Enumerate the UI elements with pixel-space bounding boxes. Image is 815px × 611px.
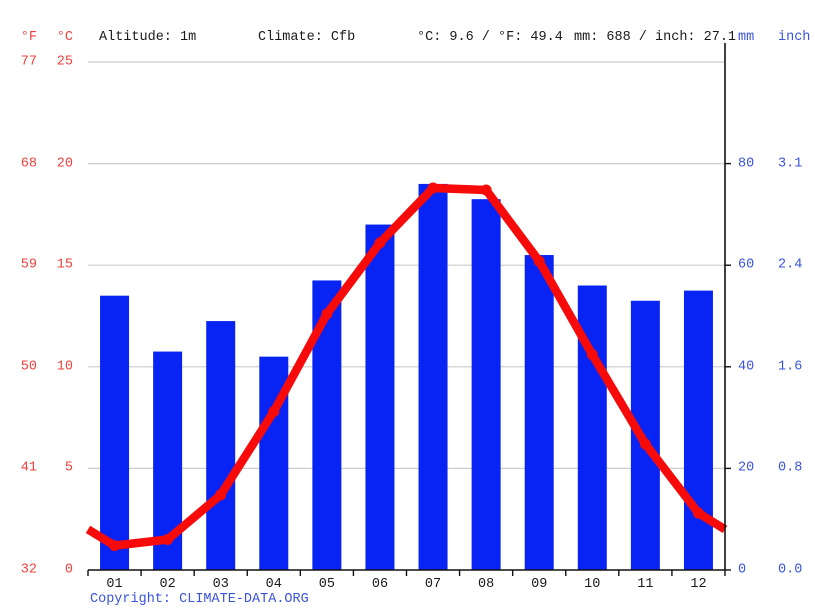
precipitation-bar-01 (100, 295, 130, 570)
precipitation-bar-07 (418, 183, 448, 571)
celsius-tick-label: 5 (64, 460, 73, 476)
temperature-point-11 (639, 438, 651, 450)
precipitation-bar-09 (524, 255, 554, 571)
fahrenheit-tick-label: 32 (20, 562, 37, 578)
temperature-point-01 (109, 540, 121, 552)
mm-tick-label: 40 (738, 359, 755, 375)
precipitation-bar-06 (365, 224, 395, 570)
fahrenheit-unit-label: °F (20, 30, 37, 45)
annual-temperature-label: °C: 9.6 / °F: 49.4 (417, 30, 563, 45)
mm-tick-label: 0 (738, 562, 747, 578)
month-tick-label-06: 06 (371, 577, 389, 592)
annual-precipitation-label: mm: 688 / inch: 27.1 (574, 30, 737, 45)
celsius-tick-label: 15 (56, 257, 73, 273)
fahrenheit-tick-label: 41 (20, 460, 37, 476)
copyright-link[interactable]: Copyright: CLIMATE-DATA.ORG (90, 592, 309, 607)
temperature-point-02 (162, 534, 174, 546)
inch-unit-label: inch (778, 30, 811, 45)
inch-tick-label: 3.1 (778, 156, 803, 172)
temperature-point-12 (692, 507, 704, 519)
month-tick-label-11: 11 (637, 577, 654, 592)
temperature-point-09 (533, 255, 545, 267)
month-tick-label-01: 01 (106, 577, 123, 592)
inch-tick-label: 0.0 (778, 562, 803, 578)
celsius-tick-label: 20 (56, 156, 73, 172)
mm-tick-label: 80 (738, 156, 755, 172)
month-tick-label-04: 04 (265, 577, 282, 592)
temperature-point-10 (586, 349, 598, 361)
precipitation-bar-12 (683, 290, 713, 570)
celsius-tick-label: 10 (56, 359, 73, 375)
inch-tick-label: 2.4 (778, 257, 803, 273)
mm-tick-label: 20 (738, 460, 755, 476)
inch-tick-label: 0.8 (778, 460, 803, 476)
temperature-point-07 (427, 182, 439, 194)
fahrenheit-tick-label: 77 (20, 54, 37, 70)
mm-tick-label: 60 (738, 257, 755, 273)
precipitation-bar-03 (206, 321, 236, 570)
mm-unit-label: mm (738, 30, 755, 45)
temperature-point-04 (268, 406, 280, 418)
temperature-line (85, 183, 728, 550)
celsius-tick-label: 0 (64, 562, 73, 578)
precipitation-bar-08 (471, 199, 501, 570)
month-tick-label-07: 07 (424, 577, 442, 592)
month-tick-label-09: 09 (531, 577, 548, 592)
month-tick-label-10: 10 (584, 577, 601, 592)
fahrenheit-tick-label: 50 (20, 359, 37, 375)
fahrenheit-tick-label: 59 (20, 257, 37, 273)
temperature-point-05 (321, 308, 333, 320)
inch-tick-label: 1.6 (778, 359, 803, 375)
climate-classification-label: Climate: Cfb (258, 30, 356, 45)
fahrenheit-tick-label: 68 (20, 156, 37, 172)
month-tick-label-02: 02 (159, 577, 176, 592)
altitude-label: Altitude: 1m (99, 30, 197, 45)
temperature-point-08 (480, 184, 492, 196)
temperature-point-03 (215, 489, 227, 501)
month-tick-label-08: 08 (478, 577, 495, 592)
month-tick-label-12: 12 (690, 577, 707, 592)
celsius-unit-label: °C (56, 30, 73, 45)
temperature-point-06 (374, 237, 386, 249)
celsius-tick-label: 25 (56, 54, 73, 70)
month-tick-label-03: 03 (212, 577, 229, 592)
precipitation-bar-11 (630, 300, 660, 570)
month-tick-label-05: 05 (318, 577, 335, 592)
